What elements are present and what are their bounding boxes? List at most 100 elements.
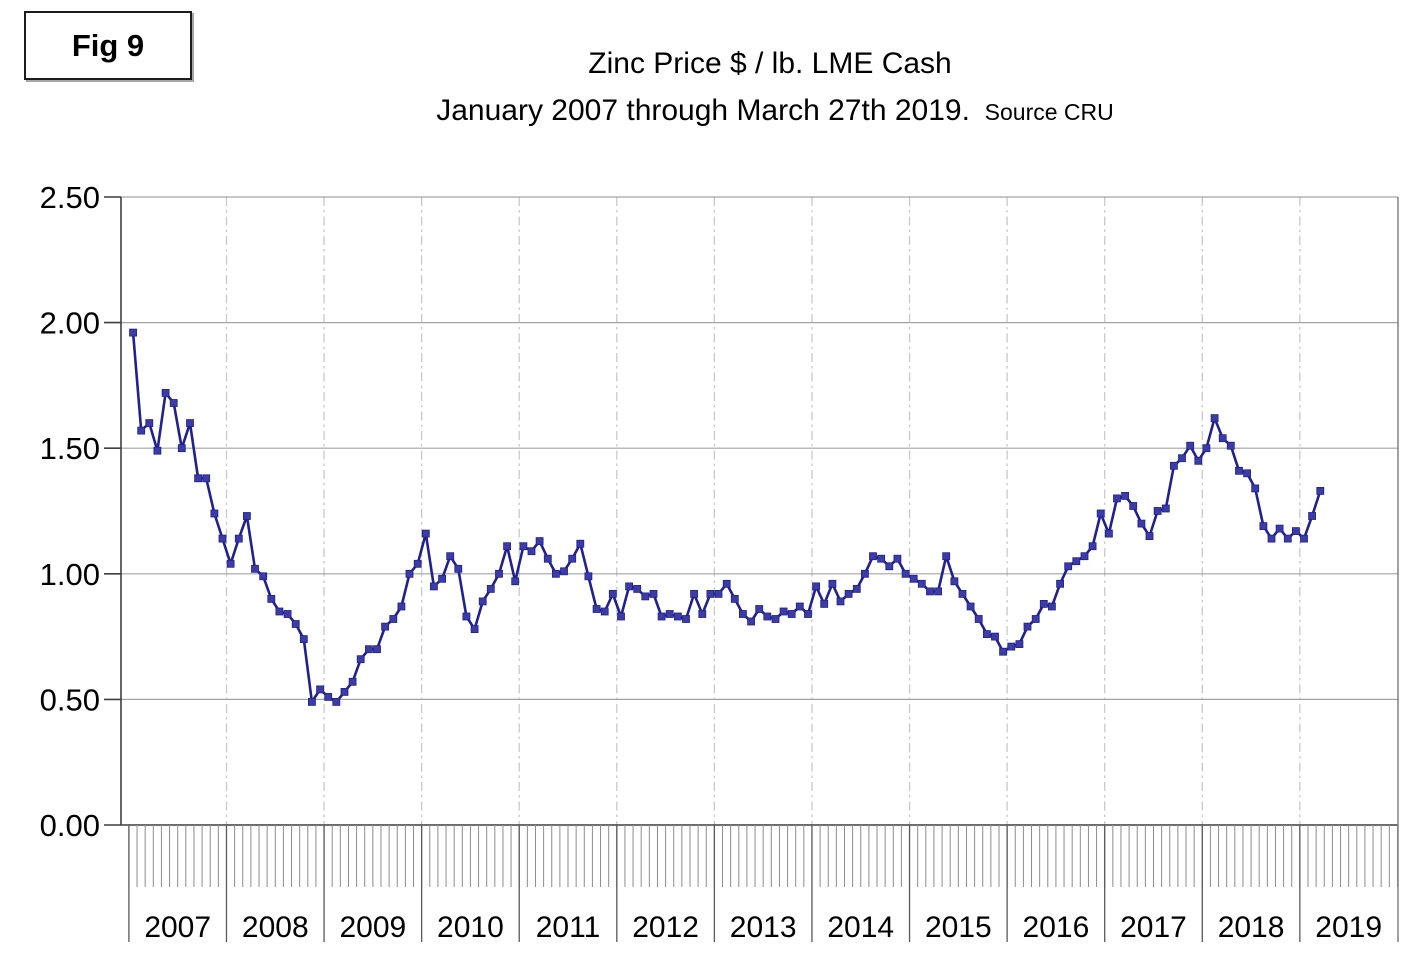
data-point-marker [617, 612, 625, 621]
data-point-marker [1153, 507, 1162, 515]
y-axis-label: 2.50 [40, 180, 100, 215]
data-point-marker [527, 547, 536, 556]
data-point-marker [1259, 522, 1268, 530]
data-point-marker [820, 600, 829, 608]
data-point-marker [844, 590, 853, 598]
data-point-marker [869, 552, 877, 561]
data-point-marker [1080, 552, 1089, 561]
data-point-marker [332, 698, 341, 706]
y-axis-label: 0.00 [40, 808, 100, 843]
x-axis-year-label: 2009 [339, 911, 406, 944]
data-point-marker [909, 574, 918, 583]
data-point-marker [389, 615, 398, 623]
data-point-marker [1072, 557, 1081, 566]
data-point-marker [1048, 602, 1056, 611]
data-point-marker [592, 605, 601, 613]
data-point-marker [381, 622, 390, 631]
data-point-marker [1194, 456, 1203, 465]
figure-label: Fig 9 [71, 27, 145, 63]
data-point-marker [543, 554, 552, 563]
data-point-marker [1202, 444, 1211, 453]
data-point-marker [641, 592, 650, 601]
data-point-marker [722, 579, 731, 588]
data-point-marker [739, 610, 747, 618]
data-point-marker [665, 610, 674, 618]
x-axis-year-label: 2007 [144, 911, 211, 944]
data-point-marker [194, 474, 203, 483]
data-point-marker [1105, 529, 1113, 538]
data-point-marker [1218, 434, 1227, 443]
data-point-marker [373, 645, 381, 654]
data-point-marker [1251, 484, 1260, 493]
x-axis-year-label: 2008 [242, 911, 309, 944]
data-point-marker [771, 615, 780, 623]
data-point-marker [1267, 534, 1276, 543]
data-point-marker [1007, 642, 1016, 651]
data-point-marker [584, 572, 593, 581]
data-point-marker [234, 534, 243, 543]
data-point-marker [804, 610, 812, 618]
x-axis-year-label: 2017 [1120, 911, 1187, 944]
data-point-marker [1226, 441, 1235, 450]
data-point-marker [316, 685, 325, 694]
data-point-marker [1145, 532, 1154, 540]
data-point-marker [1292, 527, 1300, 535]
data-point-marker [991, 632, 999, 641]
data-point-marker [552, 569, 560, 578]
data-point-marker [1283, 534, 1292, 543]
data-point-marker [958, 590, 967, 598]
data-point-marker [1056, 579, 1064, 588]
data-point-marker [1161, 504, 1170, 513]
data-point-marker [503, 542, 512, 551]
data-point-marker [324, 693, 333, 701]
data-point-marker [210, 509, 219, 518]
x-axis-year-label: 2013 [730, 911, 797, 944]
data-point-marker [429, 582, 438, 591]
data-point-marker [454, 564, 463, 573]
data-point-marker [535, 537, 544, 545]
data-point-marker [568, 554, 577, 563]
x-axis-year-label: 2018 [1218, 911, 1285, 944]
chart-title: Zinc Price $ / lb. LME Cash [588, 47, 952, 80]
data-point-marker [340, 688, 349, 696]
data-point-marker [649, 590, 658, 598]
x-axis-year-label: 2011 [536, 911, 601, 944]
data-point-marker [267, 595, 276, 603]
data-point-marker [1243, 469, 1251, 478]
data-point-marker [893, 554, 902, 563]
data-point-marker [364, 645, 373, 654]
data-point-marker [1275, 524, 1284, 533]
data-point-marker [974, 615, 983, 623]
data-point-marker [1235, 466, 1243, 475]
chart-subtitle: January 2007 through March 27th 2019. [436, 94, 970, 127]
data-point-marker [901, 569, 910, 578]
data-point-marker [421, 529, 430, 538]
data-point-marker [861, 569, 869, 578]
data-point-marker [169, 399, 178, 407]
chart-source-note: Source CRU [984, 99, 1114, 125]
data-point-marker [966, 602, 975, 611]
data-point-marker [714, 590, 723, 598]
data-point-marker [161, 388, 170, 397]
data-point-marker [218, 534, 227, 543]
data-point-marker [812, 582, 820, 591]
data-point-marker [307, 698, 316, 706]
data-point-marker [405, 569, 414, 578]
data-point-marker [999, 647, 1007, 656]
data-point-marker [177, 444, 186, 453]
data-point-marker [836, 597, 845, 606]
data-point-marker [299, 635, 308, 643]
data-point-marker [1308, 512, 1316, 520]
data-point-marker [1170, 461, 1178, 470]
data-point-marker [657, 612, 666, 621]
data-point-marker [674, 612, 682, 621]
data-point-marker [690, 590, 698, 598]
data-point-marker [787, 610, 796, 618]
chart-subtitle-line: January 2007 through March 27th 2019. So… [0, 95, 1420, 128]
data-point-marker [495, 569, 503, 578]
x-axis-year-label: 2010 [437, 911, 504, 944]
data-point-marker [397, 602, 406, 611]
data-point-marker [576, 539, 585, 548]
data-point-marker [519, 542, 528, 551]
